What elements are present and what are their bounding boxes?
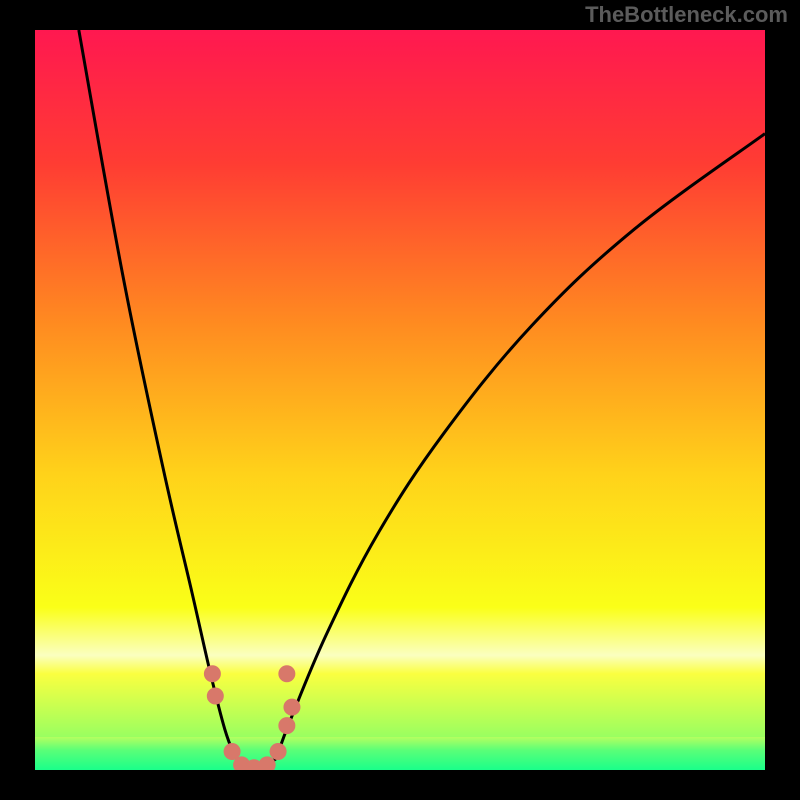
data-marker [204,666,220,682]
data-marker [284,699,300,715]
curve-layer [35,30,765,770]
left-curve [79,30,236,759]
data-marker [279,666,295,682]
data-marker [270,744,286,760]
data-marker [279,718,295,734]
marker-group [204,666,300,770]
plot-area [35,30,765,770]
data-marker [259,757,275,770]
data-marker [224,744,240,760]
attribution-text: TheBottleneck.com [585,2,788,28]
data-marker [207,688,223,704]
right-curve [276,134,765,759]
